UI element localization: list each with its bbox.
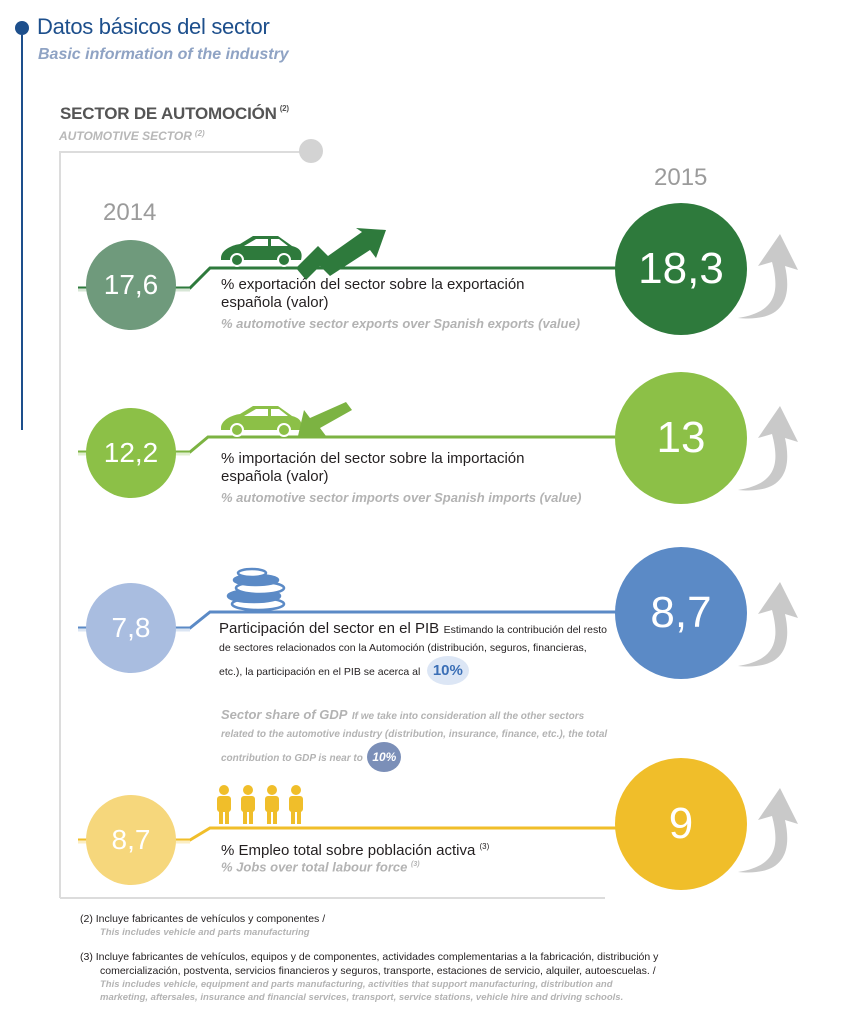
employment-label-es-note: (3) [479, 842, 490, 851]
export-label-es: % exportación del sector sobre la export… [221, 276, 525, 311]
section-title-note: (2) [279, 104, 289, 113]
footnote-2-es: Incluye fabricantes de vehículos y compo… [95, 913, 326, 925]
car-icon [221, 236, 302, 267]
section-subtitle-text: AUTOMOTIVE SECTOR [59, 129, 192, 143]
footnote-3-es-line2: comercialización, postventa, servicios f… [100, 965, 656, 977]
employment-label-en-note: (3) [411, 861, 420, 868]
header-bullet-icon [15, 21, 29, 35]
section-title-text: SECTOR DE AUTOMOCIÓN [60, 104, 277, 123]
header-timeline [15, 21, 29, 430]
import-label-en: % automotive sector imports over Spanish… [221, 490, 582, 505]
footnote-3-en-line2: marketing, aftersales, insurance and fin… [100, 992, 624, 1003]
footnote-3: (3) Incluye fabricantes de vehículos, eq… [80, 950, 658, 1004]
footnote-2-num: (2) [80, 913, 93, 925]
section-subtitle: AUTOMOTIVE SECTOR (2) [59, 129, 205, 143]
increase-arrow-icon [738, 234, 798, 873]
page-title: Datos básicos del sector [37, 14, 270, 39]
gdp-label-es-main: Participación del sector en el PIB [219, 620, 440, 637]
import-label-es: % importación del sector sobre la import… [221, 450, 525, 485]
arrow-up-icon [296, 228, 386, 280]
value-2014-export: 17,6 [86, 240, 176, 330]
footnote-3-num: (3) [80, 951, 93, 963]
gdp-highlight-es: 10% [426, 656, 469, 685]
section-subtitle-note: (2) [194, 129, 205, 138]
footnote-3-en-line1: This includes vehicle, equipment and par… [100, 979, 613, 990]
value-2014-employment: 8,7 [86, 795, 176, 885]
export-label-en: % automotive sector exports over Spanish… [221, 316, 581, 331]
car-icon-light [221, 406, 302, 437]
value-2014-import: 12,2 [86, 408, 176, 498]
footnote-3-es-line1: Incluye fabricantes de vehículos, equipo… [95, 951, 659, 963]
year-2014: 2014 [103, 199, 157, 226]
value-2015-export: 18,3 [615, 203, 747, 335]
employment-label-en: % Jobs over total labour force (3) [221, 857, 420, 875]
page-subtitle: Basic information of the industry [38, 46, 289, 63]
gdp-label-en-main: Sector share of GDP [221, 707, 348, 722]
employment-label-en-text: % Jobs over total labour force [221, 859, 408, 875]
employment-label-es: % Empleo total sobre población activa (3… [221, 838, 489, 860]
year-2015: 2015 [654, 164, 708, 191]
gdp-highlight-en: 10% [367, 742, 402, 772]
value-2015-import: 13 [615, 372, 747, 504]
employment-label-es-text: % Empleo total sobre población activa [221, 842, 476, 859]
gdp-label-es: Participación del sector en el PIB Estim… [219, 620, 607, 685]
value-2014-gdp: 7,8 [86, 583, 176, 673]
people-icon [217, 785, 303, 824]
gdp-label-en-detail: If we take into consideration all the ot… [221, 711, 608, 764]
gdp-label-es-detail: Estimando la contribución del resto de s… [219, 624, 607, 678]
value-2015-gdp: 8,7 [615, 547, 747, 679]
footnote-2: (2) Incluye fabricantes de vehículos y c… [80, 912, 325, 939]
footnote-2-en: This includes vehicle and parts manufact… [100, 927, 310, 938]
value-2015-employment: 9 [615, 758, 747, 890]
section-dot-icon [299, 139, 323, 163]
arrow-down-icon [298, 402, 352, 436]
section-title: SECTOR DE AUTOMOCIÓN (2) [60, 104, 289, 124]
coins-icon [226, 567, 286, 612]
gdp-label-en: Sector share of GDP If we take into cons… [221, 706, 611, 772]
